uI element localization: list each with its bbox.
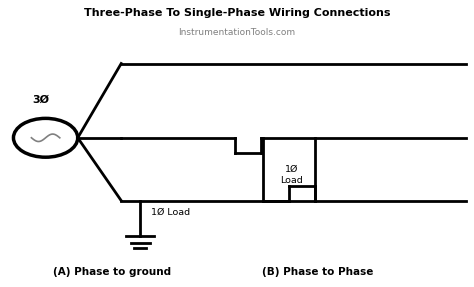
Text: (A) Phase to ground: (A) Phase to ground xyxy=(53,267,171,277)
Text: 1Ø
Load: 1Ø Load xyxy=(280,165,303,185)
Text: Three-Phase To Single-Phase Wiring Connections: Three-Phase To Single-Phase Wiring Conne… xyxy=(84,8,390,18)
Text: 1Ø Load: 1Ø Load xyxy=(151,208,190,217)
Text: 3Ø: 3Ø xyxy=(32,95,49,105)
Text: InstrumentationTools.com: InstrumentationTools.com xyxy=(178,28,296,37)
Text: (B) Phase to Phase: (B) Phase to Phase xyxy=(262,267,373,277)
